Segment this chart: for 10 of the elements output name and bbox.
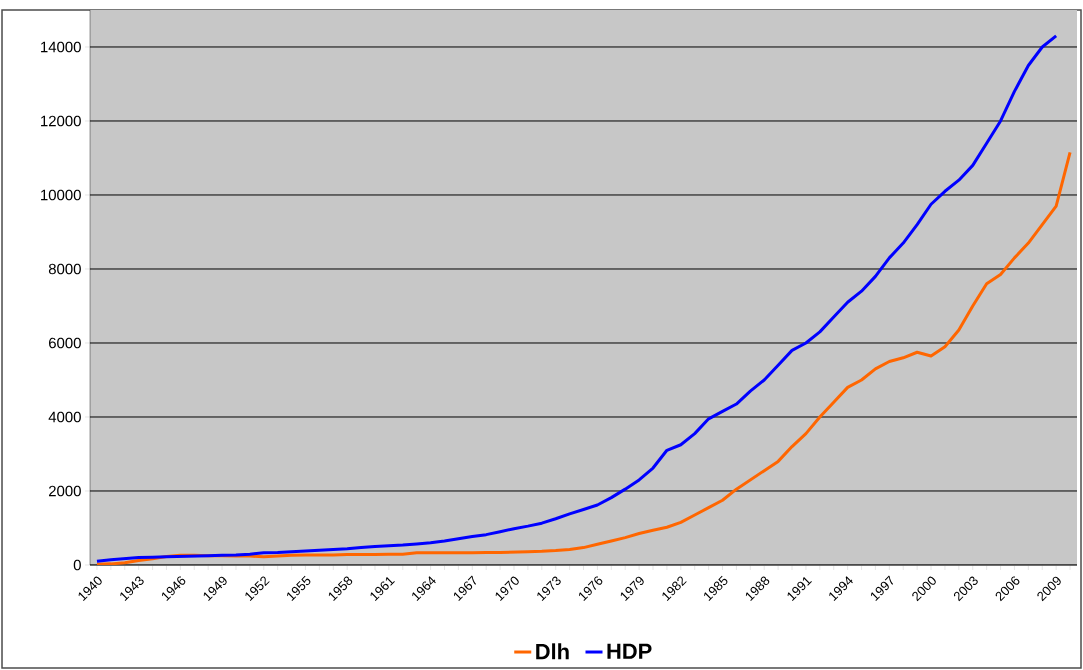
legend-label: HDP <box>607 643 652 659</box>
legend-label: Dlh <box>536 643 569 660</box>
y-tick-label: 8000 <box>48 263 81 275</box>
y-tick-label: 14000 <box>41 41 81 53</box>
y-tick-label: 6000 <box>49 337 81 349</box>
y-tick-label: 0 <box>73 559 81 571</box>
y-tick-label: 12000 <box>41 115 81 127</box>
y-tick-label: 10000 <box>41 189 81 201</box>
y-tick-label: 2000 <box>49 485 81 497</box>
y-tick-label: 4000 <box>48 411 81 423</box>
